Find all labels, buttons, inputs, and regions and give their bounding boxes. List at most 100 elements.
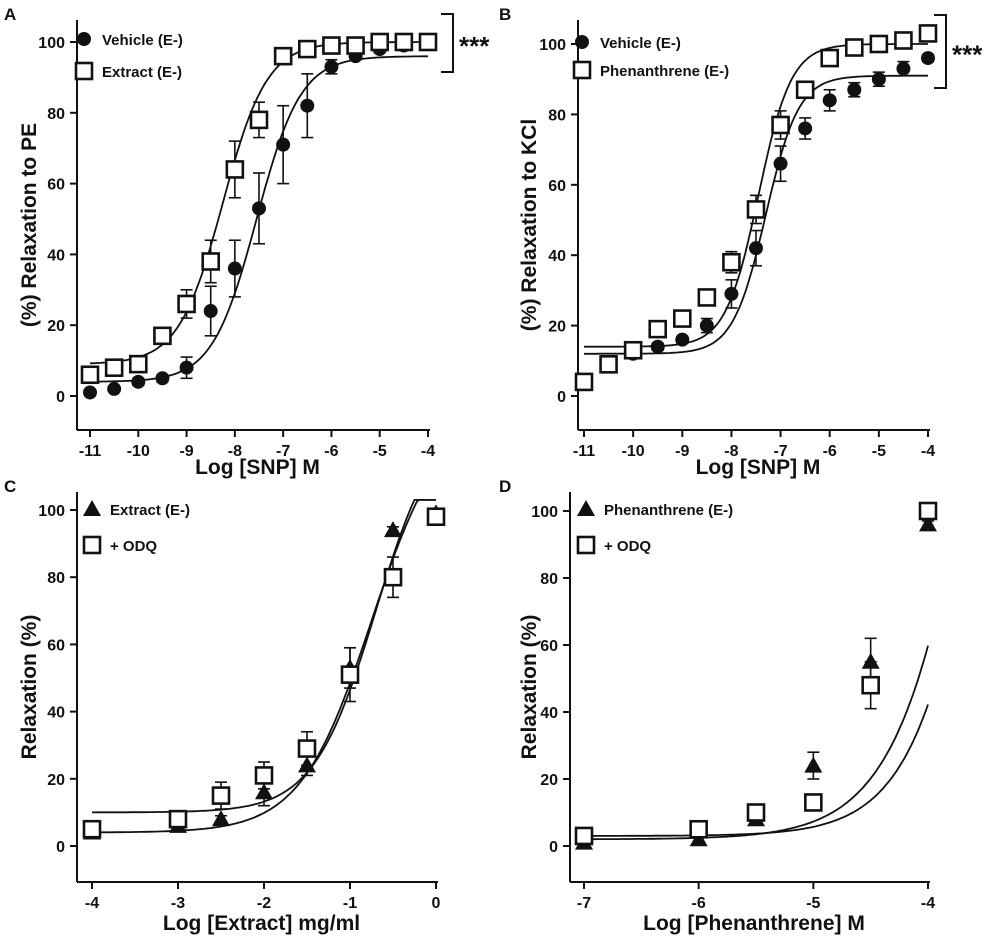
panel-d-y-tick-label: 60 [540,638,558,655]
panel-a-x-tick-label: -7 [276,443,290,460]
data-point [322,36,341,55]
panel-a-significance-bracket [441,13,454,73]
data-point [201,252,221,271]
panel-a-y-tick-label: 40 [47,247,65,264]
panel-b-y-tick-label: 40 [548,248,566,265]
panel-d-y-tick-label: 100 [531,504,558,521]
panel-d-x-tick-label: -7 [577,895,591,912]
data-point [273,46,293,66]
data-point [297,39,317,59]
panel-a-x-label: Log [SNP] M [195,456,320,479]
panel-d: D 0 20 40 60 80 100 -7 -6 -5 -4 Log [Phenanthrene] … [499,477,938,935]
panel-b-letter: B [499,5,511,24]
panel-a-y-tick-label: 60 [47,177,65,194]
data-point [131,374,146,389]
data-point [340,665,360,684]
panel-a-x-tick-label: -4 [421,443,435,460]
panel-a-series-extract-e [80,32,438,385]
panel-b-x-tick-label: -5 [872,443,886,460]
panel-b-x-tick-label: -11 [573,443,595,460]
panel-b-series-vehicle-e [577,51,935,389]
data-point [83,385,97,400]
panel-d-letter: D [499,477,511,496]
data-point [749,241,763,256]
panel-c-y-tick-label: 100 [38,503,65,520]
panel-a-x-tick-label: -11 [79,443,101,460]
panel-d-y-tick-label: 40 [540,705,558,722]
data-point [177,294,196,314]
panel-c-x-tick-label: -4 [85,895,99,912]
panel-a-x-tick-label: -10 [127,443,150,460]
data-point [844,38,864,57]
data-point [746,803,766,822]
panel-b-significance-label: *** [952,40,983,70]
data-point [918,24,938,43]
panel-c-letter: C [4,477,16,496]
panel-c-x-tick-label: -2 [257,895,271,912]
data-point [324,59,339,74]
data-point [418,32,438,52]
data-point [211,786,231,805]
panel-c: C 0 20 40 60 80 100 -4 -3 -2 -1 0 Log [Extract] mg/m… [4,477,446,935]
data-point [894,31,913,50]
panel-c-x-tick-label: -1 [343,895,357,912]
panel-b-y-tick-label: 0 [557,389,566,406]
panel-d-y-tick-label: 0 [549,839,558,856]
data-point [771,115,790,135]
data-point [255,783,273,800]
panel-b-series-phenanthrene-e [574,24,938,392]
data-point [212,810,230,827]
data-point [249,110,269,130]
data-point [599,355,618,374]
data-point [384,521,402,538]
panel-b-y-tick-label: 60 [548,178,566,195]
panel-a-y-tick-label: 80 [47,106,65,123]
panel-c-y-tick-label: 0 [56,839,65,856]
panel-d-legend-marker-phenanthrene-e [577,500,595,516]
data-point [861,675,880,695]
panel-b-x-tick-label: -4 [921,443,935,460]
data-point [168,809,188,829]
data-point [869,34,889,54]
data-point [896,61,911,76]
panel-b-y-label: (%) Relaxation to KCl [518,119,541,331]
panel-a-legend-label: Vehicle (E-) [102,32,183,49]
data-point [346,36,365,55]
panel-d-fit-odq [584,704,929,837]
data-point [155,371,170,386]
data-point [699,318,714,333]
data-point [650,339,665,354]
panel-a-x-tick-label: -6 [324,443,338,460]
panel-c-legend-marker-odq [82,535,102,555]
panel-b-legend-label: Phenanthrene (E-) [600,63,729,80]
data-point [225,160,245,179]
panel-b-y-tick-label: 100 [539,37,566,54]
panel-d-legend-marker-odq [576,535,596,555]
data-point [128,354,148,374]
data-point [847,82,862,97]
panel-a-letter: A [4,5,16,24]
data-point [574,372,594,392]
data-point [203,304,218,319]
panel-b-significance-bracket [934,14,947,89]
panel-a-y-tick-label: 20 [47,318,65,335]
panel-d-y-label: Relaxation (%) [518,615,541,760]
panel-d-x-tick-label: -6 [692,895,706,912]
panel-c-legend-marker-extract-e [83,500,101,516]
panel-b-x-tick-label: -10 [622,443,645,460]
panel-b-x-tick-label: -9 [675,443,689,460]
panel-b-x-tick-label: -8 [724,443,738,460]
data-point [871,72,886,87]
panel-d-series-phenanthrene-e [575,515,937,850]
data-point [179,360,194,375]
panel-b-legend-marker-phenanthrene-e [572,60,592,80]
data-point [861,652,880,669]
data-point [383,567,403,587]
panel-c-y-tick-label: 60 [47,637,65,654]
data-point [746,200,766,219]
panel-d-series-odq [574,501,938,846]
panel-b-legend-marker-vehicle-e [575,35,589,49]
panel-a-series-vehicle-e [83,35,435,400]
data-point [394,32,414,52]
data-point [574,826,594,846]
